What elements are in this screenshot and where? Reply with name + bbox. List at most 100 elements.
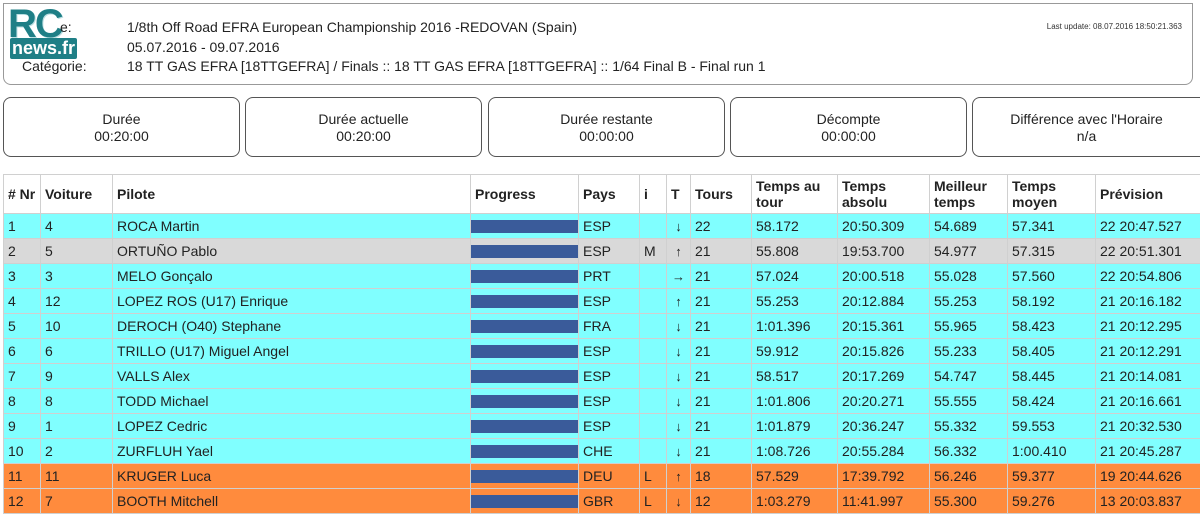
cell-car-number: 12 bbox=[40, 288, 113, 314]
progress-bar bbox=[471, 319, 578, 333]
cell-driver: LOPEZ ROS (U17) Enrique bbox=[112, 288, 471, 314]
cell-nr: 5 bbox=[3, 313, 41, 339]
cell-info bbox=[639, 338, 667, 364]
table-row[interactable]: 10 2 ZURFLUH Yael CHE ↓ 21 1:08.726 20:55.284 56… bbox=[3, 438, 1200, 464]
progress-bar bbox=[471, 494, 578, 508]
cell-country: ESP bbox=[578, 288, 640, 314]
cell-laps: 22 bbox=[690, 213, 752, 239]
info-boxes: Durée 00:20:00 Durée actuelle 00:20:00 D… bbox=[3, 97, 1200, 157]
cell-forecast: 21 20:16.661 bbox=[1095, 388, 1200, 414]
cell-progress bbox=[470, 338, 579, 364]
event-title: 1/8th Off Road EFRA European Championshi… bbox=[127, 19, 578, 35]
col-average-time[interactable]: Temps moyen bbox=[1007, 174, 1096, 214]
cell-absolute-time: 20:55.284 bbox=[837, 438, 930, 464]
cell-absolute-time: 19:53.700 bbox=[837, 238, 930, 264]
progress-bar bbox=[471, 294, 578, 308]
col-trend[interactable]: T bbox=[666, 174, 691, 214]
cell-country: FRA bbox=[578, 313, 640, 339]
table-row[interactable]: 8 8 TODD Michael ESP ↓ 21 1:01.806 20:20.271 55.… bbox=[3, 388, 1200, 414]
cell-laps: 21 bbox=[690, 438, 752, 464]
cell-info bbox=[639, 288, 667, 314]
cell-laps: 21 bbox=[690, 413, 752, 439]
cell-driver: TRILLO (U17) Miguel Angel bbox=[112, 338, 471, 364]
cell-best-time: 54.747 bbox=[929, 363, 1008, 389]
col-lap-time[interactable]: Temps au tour bbox=[751, 174, 838, 214]
remaining-duration-value: 00:00:00 bbox=[579, 128, 634, 144]
cell-average-time: 58.192 bbox=[1007, 288, 1096, 314]
cell-driver: KRUGER Luca bbox=[112, 463, 471, 489]
last-update: Last update: 08.07.2016 18:50:21.363 bbox=[1046, 22, 1182, 31]
cell-best-time: 55.233 bbox=[929, 338, 1008, 364]
arrow-right-icon: → bbox=[672, 268, 685, 284]
rcnews-logo[interactable]: RC news.fr bbox=[8, 2, 82, 62]
duration-box: Durée 00:20:00 bbox=[3, 97, 240, 157]
col-nr[interactable]: # Nr bbox=[3, 174, 41, 214]
table-row[interactable]: 9 1 LOPEZ Cedric ESP ↓ 21 1:01.879 20:36.247 55.… bbox=[3, 413, 1200, 439]
col-i[interactable]: i bbox=[639, 174, 667, 214]
header-panel: RC news.fr e: 1/8th Off Road EFRA Europe… bbox=[3, 2, 1193, 85]
col-tours[interactable]: Tours bbox=[690, 174, 752, 214]
arrow-down-icon: ↓ bbox=[675, 368, 682, 384]
col-best-time[interactable]: Meilleur temps bbox=[929, 174, 1008, 214]
col-voiture[interactable]: Voiture bbox=[40, 174, 113, 214]
cell-nr: 10 bbox=[3, 438, 41, 464]
table-row[interactable]: 11 11 KRUGER Luca DEU L ↑ 18 57.529 17:39.792 56.… bbox=[3, 463, 1200, 489]
arrow-up-icon: ↑ bbox=[675, 293, 682, 309]
cell-best-time: 56.332 bbox=[929, 438, 1008, 464]
category-label: Catégorie: bbox=[22, 58, 87, 74]
cell-average-time: 57.315 bbox=[1007, 238, 1096, 264]
cell-driver: ZURFLUH Yael bbox=[112, 438, 471, 464]
table-row[interactable]: 1 4 ROCA Martin ESP ↓ 22 58.172 20:50.309 54.689… bbox=[3, 213, 1200, 239]
cell-country: DEU bbox=[578, 463, 640, 489]
table-row[interactable]: 3 3 MELO Gonçalo PRT → 21 57.024 20:00.518 55.02… bbox=[3, 263, 1200, 289]
cell-info bbox=[639, 313, 667, 339]
col-absolute-time[interactable]: Temps absolu bbox=[837, 174, 930, 214]
cell-best-time: 55.555 bbox=[929, 388, 1008, 414]
cell-lap-time: 1:01.396 bbox=[751, 313, 838, 339]
cell-lap-time: 55.808 bbox=[751, 238, 838, 264]
cell-car-number: 8 bbox=[40, 388, 113, 414]
cell-info bbox=[639, 388, 667, 414]
cell-country: ESP bbox=[578, 363, 640, 389]
cell-best-time: 55.300 bbox=[929, 488, 1008, 514]
category-value: 18 TT GAS EFRA [18TTGEFRA] / Finals :: 1… bbox=[127, 58, 766, 74]
col-pilote[interactable]: Pilote bbox=[112, 174, 471, 214]
table-row[interactable]: 6 6 TRILLO (U17) Miguel Angel ESP ↓ 21 59.912 2… bbox=[3, 338, 1200, 364]
cell-best-time: 55.332 bbox=[929, 413, 1008, 439]
progress-bar bbox=[471, 469, 578, 483]
cell-lap-time: 55.253 bbox=[751, 288, 838, 314]
arrow-down-icon: ↓ bbox=[675, 343, 682, 359]
cell-country: PRT bbox=[578, 263, 640, 289]
cell-progress bbox=[470, 238, 579, 264]
cell-average-time: 57.341 bbox=[1007, 213, 1096, 239]
arrow-down-icon: ↓ bbox=[675, 493, 682, 509]
col-pays[interactable]: Pays bbox=[578, 174, 640, 214]
cell-driver: ROCA Martin bbox=[112, 213, 471, 239]
table-row[interactable]: 12 7 BOOTH Mitchell GBR L ↓ 12 1:03.279 11:41.99… bbox=[3, 488, 1200, 514]
cell-progress bbox=[470, 388, 579, 414]
cell-best-time: 54.977 bbox=[929, 238, 1008, 264]
arrow-up-icon: ↑ bbox=[675, 243, 682, 259]
cell-lap-time: 57.529 bbox=[751, 463, 838, 489]
duration-label: Durée bbox=[102, 111, 141, 127]
col-progress[interactable]: Progress bbox=[470, 174, 579, 214]
table-row[interactable]: 4 12 LOPEZ ROS (U17) Enrique ESP ↑ 21 55.253 20… bbox=[3, 288, 1200, 314]
cell-forecast: 22 20:47.527 bbox=[1095, 213, 1200, 239]
cell-average-time: 58.424 bbox=[1007, 388, 1096, 414]
cell-trend: → bbox=[666, 263, 691, 289]
cell-average-time: 58.423 bbox=[1007, 313, 1096, 339]
table-row[interactable]: 5 10 DEROCH (O40) Stephane FRA ↓ 21 1:01.396 20… bbox=[3, 313, 1200, 339]
remaining-duration-box: Durée restante 00:00:00 bbox=[488, 97, 725, 157]
countdown-value: 00:00:00 bbox=[821, 128, 876, 144]
table-row[interactable]: 2 5 ORTUÑO Pablo ESP M ↑ 21 55.808 19:53.700 54.9… bbox=[3, 238, 1200, 264]
table-row[interactable]: 7 9 VALLS Alex ESP ↓ 21 58.517 20:17.269 54.747 5… bbox=[3, 363, 1200, 389]
countdown-label: Décompte bbox=[816, 111, 881, 127]
cell-absolute-time: 20:15.361 bbox=[837, 313, 930, 339]
cell-average-time: 59.276 bbox=[1007, 488, 1096, 514]
results-table: # Nr Voiture Pilote Progress Pays i T To… bbox=[3, 174, 1200, 514]
col-forecast[interactable]: Prévision bbox=[1095, 174, 1200, 214]
cell-forecast: 21 20:12.291 bbox=[1095, 338, 1200, 364]
cell-absolute-time: 11:41.997 bbox=[837, 488, 930, 514]
cell-best-time: 56.246 bbox=[929, 463, 1008, 489]
cell-car-number: 4 bbox=[40, 213, 113, 239]
